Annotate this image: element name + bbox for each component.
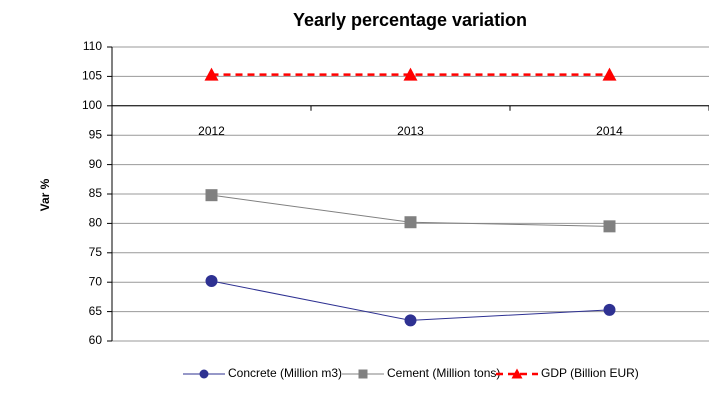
y-tick-label: 60: [89, 333, 103, 347]
marker: [205, 189, 218, 202]
y-tick-label: 70: [89, 274, 103, 288]
x-tick-label: 2013: [397, 124, 424, 138]
marker: [404, 314, 417, 327]
y-tick-label: 85: [89, 186, 103, 200]
y-tick-label: 75: [89, 245, 103, 259]
y-axis-label: Var %: [38, 178, 52, 211]
y-tick-label: 80: [89, 216, 103, 230]
marker: [603, 220, 616, 233]
marker: [602, 67, 617, 81]
legend-label: GDP (Billion EUR): [541, 366, 639, 380]
x-tick-label: 2012: [198, 124, 225, 138]
legend-marker: [199, 369, 209, 379]
marker: [204, 67, 219, 81]
chart-title: Yearly percentage variation: [293, 10, 527, 30]
y-tick-label: 110: [83, 39, 102, 53]
marker: [603, 303, 616, 316]
legend-label: Cement (Million tons): [387, 366, 500, 380]
legend-marker: [358, 369, 368, 379]
legend-marker: [511, 368, 523, 379]
marker: [205, 275, 218, 288]
y-tick-label: 105: [82, 69, 102, 83]
y-tick-label: 65: [89, 304, 103, 318]
marker: [404, 216, 417, 229]
marker: [403, 67, 418, 81]
x-tick-label: 2014: [596, 124, 623, 138]
y-tick-label: 100: [82, 98, 102, 112]
y-tick-label: 95: [89, 127, 103, 141]
y-tick-label: 90: [89, 157, 103, 171]
legend-label: Concrete (Million m3): [228, 366, 342, 380]
